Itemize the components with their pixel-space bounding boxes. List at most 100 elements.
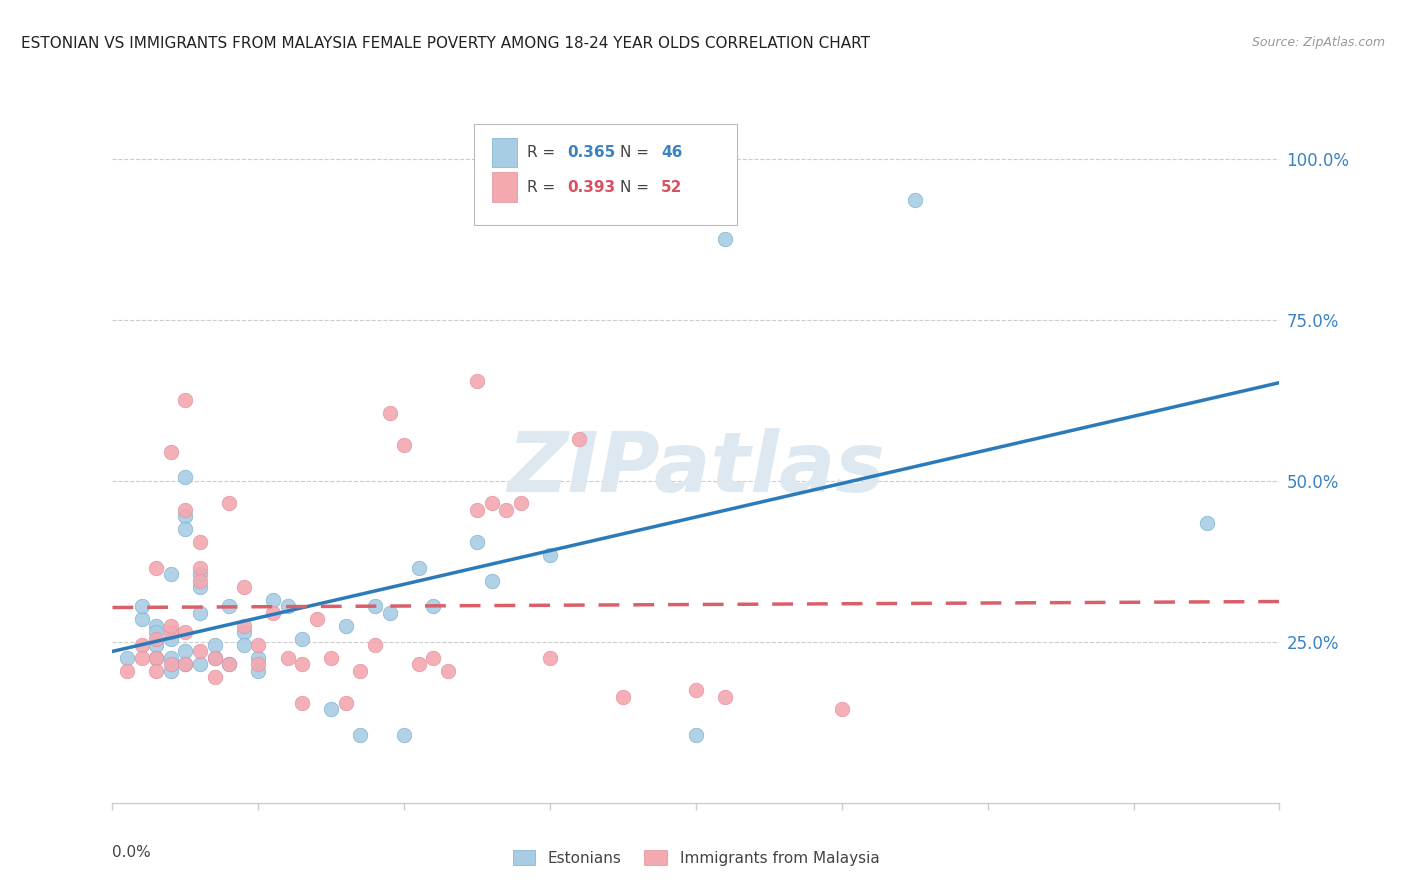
Text: 0.0%: 0.0% [112,845,152,860]
Point [188,644,211,658]
Text: R =: R = [527,145,560,160]
Point [831,702,853,716]
Point [378,606,401,620]
Point [160,618,183,632]
Point [247,651,270,665]
Point [160,444,183,458]
Point [349,664,371,678]
Point [378,406,401,420]
Point [495,502,517,516]
Point [538,548,561,562]
Point [174,502,197,516]
Point [204,638,226,652]
Point [218,599,240,614]
Point [115,664,138,678]
Point [218,496,240,510]
Point [422,599,444,614]
Point [188,560,211,574]
Point [174,522,197,536]
FancyBboxPatch shape [492,172,517,202]
Text: N =: N = [620,145,654,160]
Point [394,728,416,742]
Text: Source: ZipAtlas.com: Source: ZipAtlas.com [1251,36,1385,49]
Point [115,651,138,665]
Point [204,670,226,684]
Point [305,612,328,626]
Point [247,664,270,678]
Point [160,632,183,646]
Point [538,651,561,665]
Point [174,625,197,640]
Point [465,374,488,388]
Point [174,509,197,524]
Point [174,657,197,672]
Point [131,599,153,614]
Point [131,612,153,626]
Point [509,496,531,510]
Point [335,618,357,632]
Point [131,651,153,665]
Point [714,690,737,704]
Point [145,638,167,652]
Point [145,651,167,665]
Point [145,625,167,640]
Point [160,567,183,582]
Text: ZIPatlas: ZIPatlas [508,428,884,509]
Point [276,651,298,665]
Point [218,657,240,672]
Point [612,690,634,704]
Point [262,592,284,607]
Legend: Estonians, Immigrants from Malaysia: Estonians, Immigrants from Malaysia [506,844,886,871]
Point [247,657,270,672]
Point [568,432,591,446]
Point [685,728,707,742]
Point [481,496,503,510]
Point [291,657,314,672]
Point [465,502,488,516]
Text: 52: 52 [661,179,682,194]
Point [204,651,226,665]
Point [465,534,488,549]
Point [145,560,167,574]
Point [160,625,183,640]
Text: 0.365: 0.365 [568,145,616,160]
Point [481,574,503,588]
Point [188,567,211,582]
Point [188,657,211,672]
Point [437,664,460,678]
Point [247,638,270,652]
Point [145,632,167,646]
Text: ESTONIAN VS IMMIGRANTS FROM MALAYSIA FEMALE POVERTY AMONG 18-24 YEAR OLDS CORREL: ESTONIAN VS IMMIGRANTS FROM MALAYSIA FEM… [21,36,870,51]
Point [160,657,183,672]
Point [232,618,254,632]
Point [188,574,211,588]
Point [291,696,314,710]
Point [174,644,197,658]
Point [145,651,167,665]
Point [291,632,314,646]
Point [131,638,153,652]
Text: N =: N = [620,179,654,194]
Point [174,470,197,484]
Point [904,194,927,208]
Point [408,560,430,574]
Point [422,651,444,665]
Point [174,393,197,408]
Point [335,696,357,710]
Point [262,606,284,620]
Point [188,534,211,549]
Point [145,618,167,632]
Point [188,580,211,594]
FancyBboxPatch shape [474,124,737,226]
Text: 46: 46 [661,145,682,160]
Point [321,651,343,665]
Point [1195,516,1218,530]
Text: R =: R = [527,179,560,194]
Point [160,664,183,678]
Point [218,657,240,672]
Point [204,651,226,665]
FancyBboxPatch shape [492,137,517,167]
Point [714,232,737,246]
Point [408,657,430,672]
Point [685,683,707,698]
